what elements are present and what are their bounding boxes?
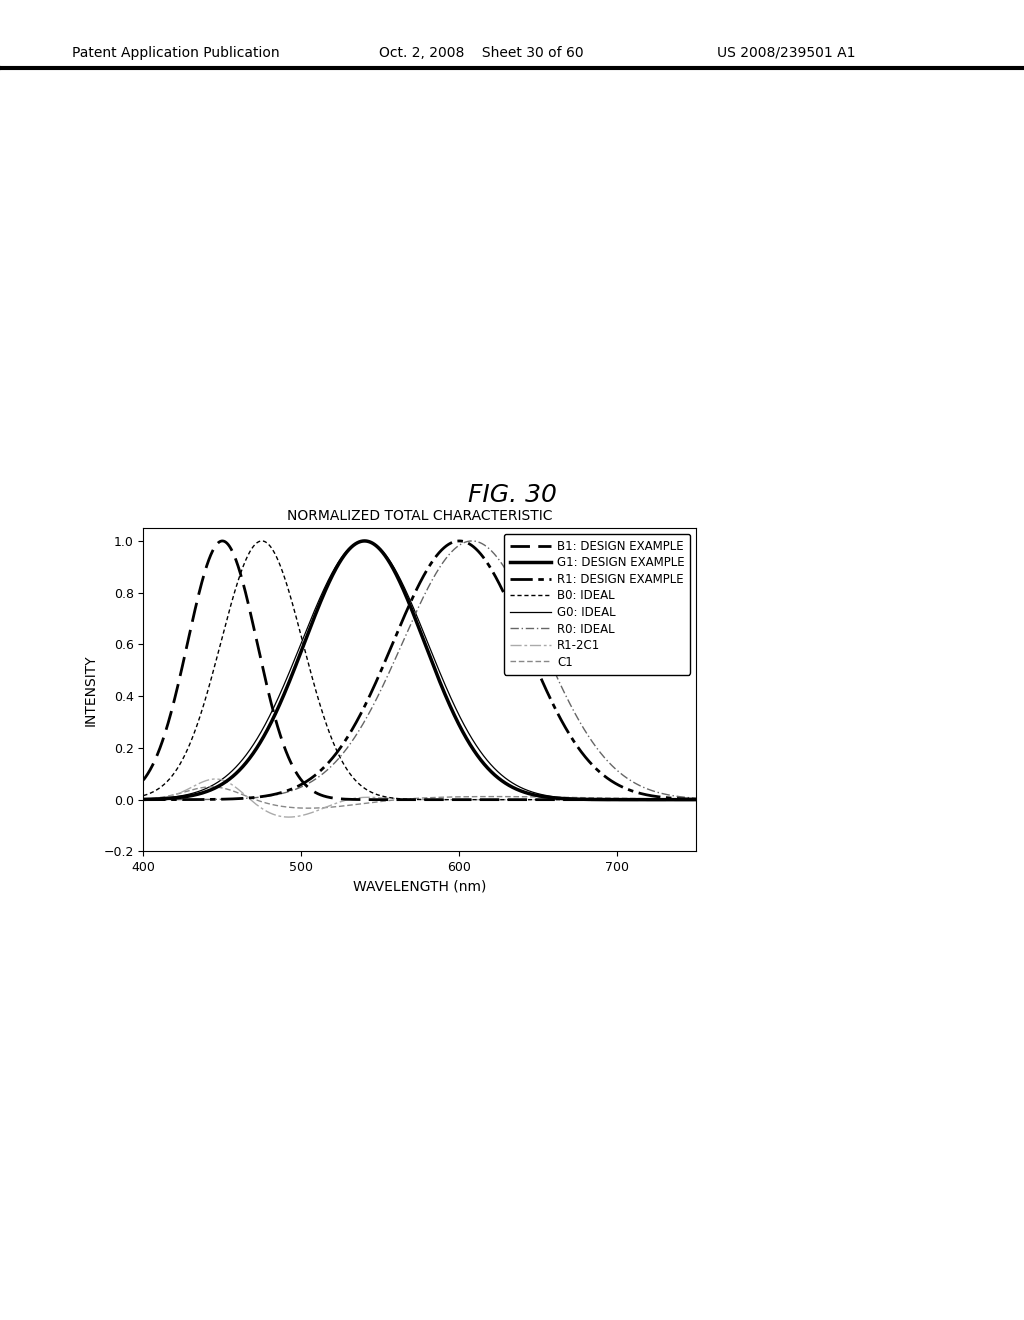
Text: US 2008/239501 A1: US 2008/239501 A1 [717, 46, 855, 59]
Legend: B1: DESIGN EXAMPLE, G1: DESIGN EXAMPLE, R1: DESIGN EXAMPLE, B0: IDEAL, G0: IDEAL: B1: DESIGN EXAMPLE, G1: DESIGN EXAMPLE, … [504, 533, 690, 675]
Text: FIG. 30: FIG. 30 [468, 483, 556, 507]
Title: NORMALIZED TOTAL CHARACTERISTIC: NORMALIZED TOTAL CHARACTERISTIC [287, 508, 553, 523]
X-axis label: WAVELENGTH (nm): WAVELENGTH (nm) [353, 879, 486, 894]
Text: Patent Application Publication: Patent Application Publication [72, 46, 280, 59]
Text: Oct. 2, 2008    Sheet 30 of 60: Oct. 2, 2008 Sheet 30 of 60 [379, 46, 584, 59]
Y-axis label: INTENSITY: INTENSITY [84, 653, 97, 726]
